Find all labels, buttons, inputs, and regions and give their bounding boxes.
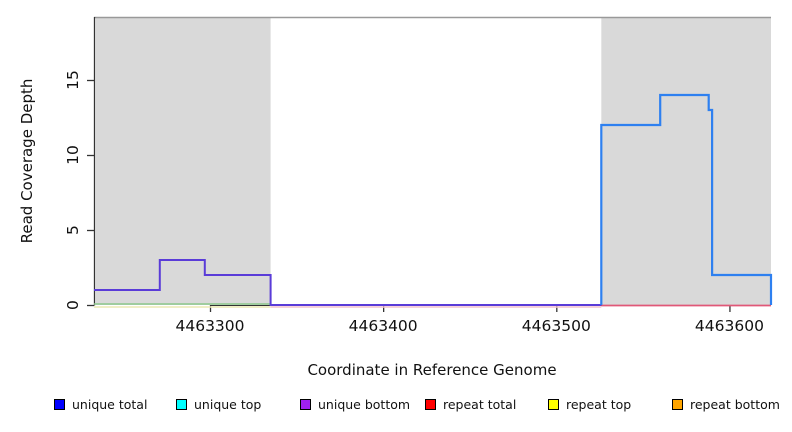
legend-item-repeat-total: repeat total bbox=[425, 395, 516, 413]
legend-label: repeat top bbox=[566, 396, 632, 412]
legend-swatch-icon bbox=[548, 398, 559, 410]
legend-swatch-icon bbox=[300, 398, 311, 410]
y-axis-title: Read Coverage Depth bbox=[18, 78, 36, 244]
legend-label: unique bottom bbox=[318, 396, 411, 412]
legend-item-repeat-top: repeat top bbox=[548, 395, 631, 413]
unique-bottom-step-line bbox=[94, 259, 602, 306]
legend-label: repeat bottom bbox=[690, 396, 780, 412]
legend-swatch-icon bbox=[176, 398, 187, 410]
x-tick-label: 4463600 bbox=[694, 317, 764, 335]
y-tick-label: 5 bbox=[64, 225, 82, 235]
legend-swatch-icon bbox=[425, 398, 436, 410]
legend-swatch-icon bbox=[672, 398, 683, 410]
unique-total-step-line bbox=[600, 93, 773, 305]
y-tick-label: 10 bbox=[64, 145, 82, 165]
x-tick-label: 4463300 bbox=[175, 317, 245, 335]
legend-label: unique total bbox=[72, 396, 148, 412]
y-tick-label: 15 bbox=[64, 70, 82, 90]
legend-item-unique-top: unique top bbox=[176, 395, 261, 413]
x-tick-label: 4463400 bbox=[348, 317, 418, 335]
legend-label: repeat total bbox=[443, 396, 517, 412]
legend-item-unique-bottom: unique bottom bbox=[300, 395, 410, 413]
legend-item-unique-total: unique total bbox=[54, 395, 147, 413]
shaded-region-2 bbox=[601, 17, 771, 305]
legend-label: unique top bbox=[194, 396, 262, 412]
y-tick-label: 0 bbox=[64, 300, 82, 310]
shaded-region-1 bbox=[95, 17, 271, 305]
legend-swatch-icon bbox=[54, 398, 65, 410]
x-tick-label: 4463500 bbox=[521, 317, 591, 335]
x-axis-title: Coordinate in Reference Genome bbox=[307, 361, 557, 379]
legend-item-repeat-bottom: repeat bottom bbox=[672, 395, 780, 413]
legend: unique total unique top unique bottom repea… bbox=[0, 395, 792, 415]
